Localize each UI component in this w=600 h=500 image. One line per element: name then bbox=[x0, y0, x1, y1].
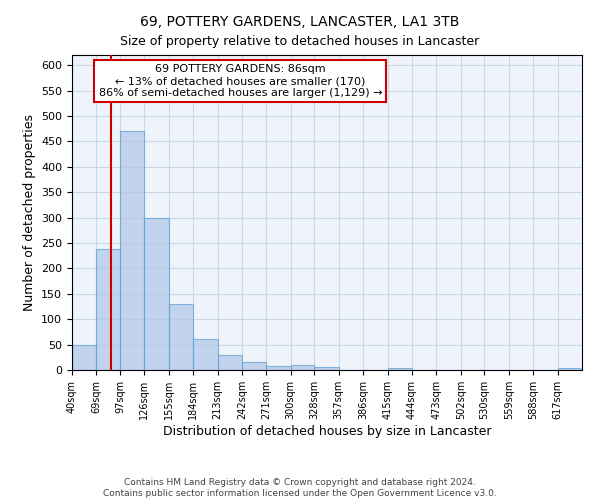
Text: Contains HM Land Registry data © Crown copyright and database right 2024.
Contai: Contains HM Land Registry data © Crown c… bbox=[103, 478, 497, 498]
Bar bbox=[291, 365, 314, 370]
Bar bbox=[169, 304, 193, 370]
Bar bbox=[193, 338, 218, 370]
Bar bbox=[242, 362, 266, 370]
Bar bbox=[314, 367, 339, 370]
Bar bbox=[145, 218, 169, 370]
Y-axis label: Number of detached properties: Number of detached properties bbox=[23, 114, 35, 311]
Bar bbox=[266, 366, 291, 370]
X-axis label: Distribution of detached houses by size in Lancaster: Distribution of detached houses by size … bbox=[163, 424, 491, 438]
Bar bbox=[218, 355, 242, 370]
Text: 69 POTTERY GARDENS: 86sqm
← 13% of detached houses are smaller (170)
86% of semi: 69 POTTERY GARDENS: 86sqm ← 13% of detac… bbox=[98, 64, 382, 98]
Bar bbox=[72, 344, 97, 370]
Bar bbox=[120, 131, 145, 370]
Bar bbox=[557, 368, 582, 370]
Text: 69, POTTERY GARDENS, LANCASTER, LA1 3TB: 69, POTTERY GARDENS, LANCASTER, LA1 3TB bbox=[140, 15, 460, 29]
Bar bbox=[388, 368, 412, 370]
Text: Size of property relative to detached houses in Lancaster: Size of property relative to detached ho… bbox=[121, 35, 479, 48]
Bar bbox=[97, 249, 120, 370]
